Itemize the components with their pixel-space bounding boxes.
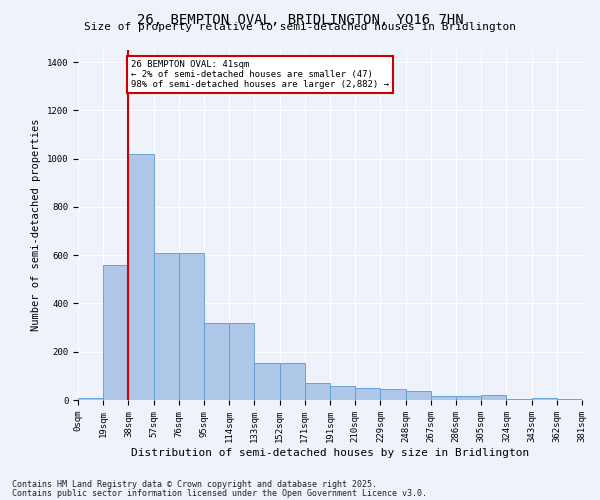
Y-axis label: Number of semi-detached properties: Number of semi-detached properties [31,118,41,331]
Bar [305,383,330,400]
Bar [254,362,280,400]
Bar [78,398,103,400]
Bar [154,253,179,400]
Bar [204,323,229,400]
Bar [229,323,254,400]
Bar [128,154,154,400]
Bar [406,391,431,400]
Bar [532,398,557,400]
Bar [380,389,406,400]
Bar [355,388,380,400]
Text: Contains HM Land Registry data © Crown copyright and database right 2025.: Contains HM Land Registry data © Crown c… [12,480,377,489]
Text: Size of property relative to semi-detached houses in Bridlington: Size of property relative to semi-detach… [84,22,516,32]
Bar [456,396,481,400]
Bar [280,362,305,400]
Text: Contains public sector information licensed under the Open Government Licence v3: Contains public sector information licen… [12,488,427,498]
Bar [557,399,582,400]
Bar [179,253,204,400]
Bar [431,396,456,400]
Text: 26, BEMPTON OVAL, BRIDLINGTON, YO16 7HN: 26, BEMPTON OVAL, BRIDLINGTON, YO16 7HN [137,12,463,26]
Bar [481,395,506,400]
Bar [103,265,128,400]
Bar [330,386,355,400]
Bar [506,399,532,400]
X-axis label: Distribution of semi-detached houses by size in Bridlington: Distribution of semi-detached houses by … [131,448,529,458]
Text: 26 BEMPTON OVAL: 41sqm
← 2% of semi-detached houses are smaller (47)
98% of semi: 26 BEMPTON OVAL: 41sqm ← 2% of semi-deta… [131,60,389,90]
